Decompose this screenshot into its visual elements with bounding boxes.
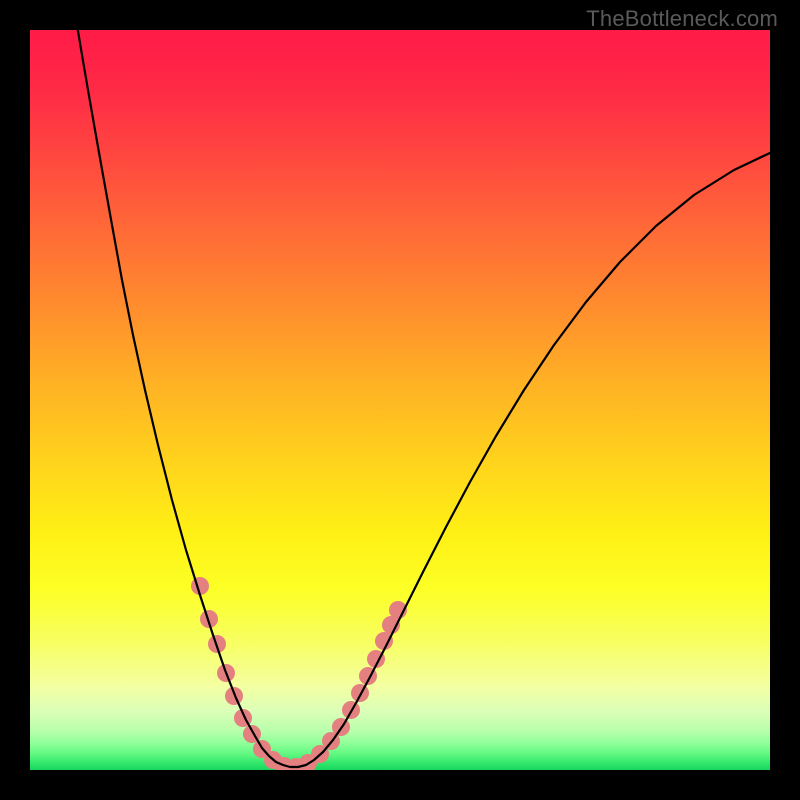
main-curve bbox=[77, 30, 770, 767]
chart-container: TheBottleneck.com bbox=[0, 0, 800, 800]
data-dot bbox=[225, 687, 243, 705]
curve-layer bbox=[30, 30, 770, 770]
plot-area bbox=[30, 30, 770, 770]
watermark-text: TheBottleneck.com bbox=[586, 6, 778, 32]
data-dot bbox=[375, 632, 393, 650]
highlight-dots bbox=[191, 577, 407, 770]
data-dot bbox=[351, 684, 369, 702]
